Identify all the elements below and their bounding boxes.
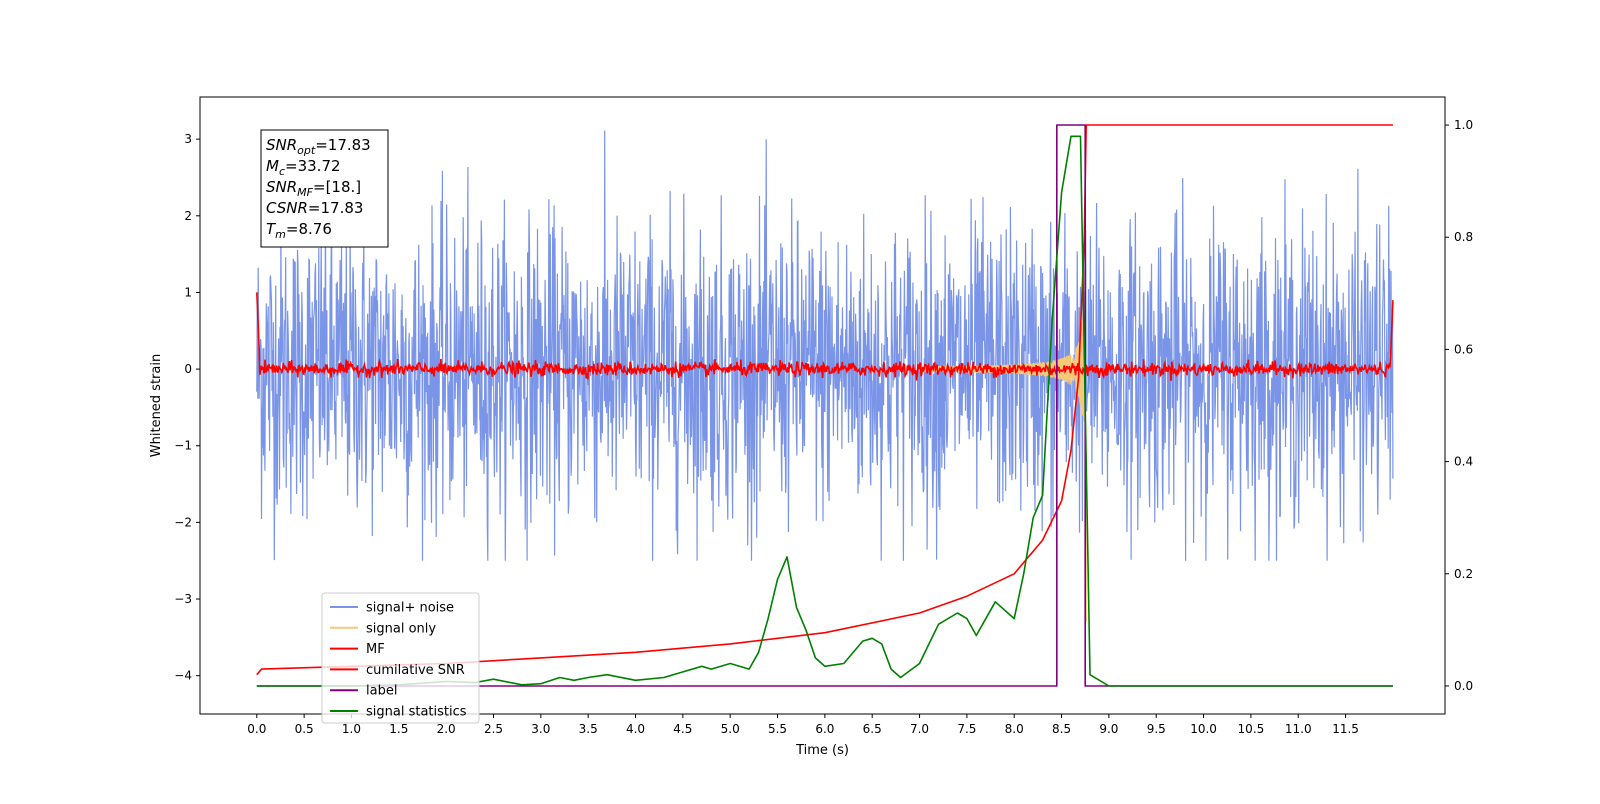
x-tick-label: 3.5	[579, 722, 598, 736]
annotation-mc-sub: c	[279, 165, 285, 178]
x-tick-label: 11.5	[1332, 722, 1359, 736]
y-axis-ticks: 3 2 1 0 −1 −2 −3 −4	[174, 132, 200, 683]
y2-tick-label: 0.8	[1454, 230, 1473, 244]
annotation-snr-mf-value: =[18.]	[313, 178, 361, 196]
annotation-snr-opt-base: SNR	[266, 136, 297, 154]
y-tick-label: −3	[174, 592, 192, 606]
y-tick-label: 1	[184, 285, 192, 299]
annotation-tm: Tm=8.76	[266, 220, 332, 241]
annotation-csnr: CSNR=17.83	[266, 199, 363, 217]
x-tick-label: 8.5	[1052, 722, 1071, 736]
y-axis-label: Whitened strain	[149, 354, 164, 457]
annotation-snr-opt: SNRopt=17.83	[266, 136, 371, 157]
y-tick-label: 0	[184, 362, 192, 376]
y2-tick-label: 0.0	[1454, 679, 1473, 693]
x-tick-label: 1.5	[389, 722, 408, 736]
annotation-csnr-base: CSNR	[266, 199, 308, 217]
legend-label: signal statistics	[366, 705, 467, 720]
annotation-mc: Mc=33.72	[266, 157, 341, 178]
series-signal-statistics-line	[256, 135, 1393, 687]
annotation-snr-mf: SNRMF=[18.]	[266, 178, 361, 199]
plot-frame	[199, 96, 1446, 715]
x-tick-label: 10.5	[1238, 722, 1265, 736]
legend-label: signal only	[366, 621, 436, 636]
legend: signal+ noise signal only MF cumilative SNR…	[321, 592, 480, 724]
x-tick-label: 3.0	[531, 722, 550, 736]
x-tick-label: 7.0	[910, 722, 929, 736]
x-tick-label: 10.0	[1190, 722, 1217, 736]
annotation-tm-value: =8.76	[286, 220, 332, 238]
y-tick-label: −4	[174, 669, 192, 683]
annotation-csnr-value: =17.83	[308, 199, 364, 217]
x-tick-label: 4.0	[626, 722, 645, 736]
annotation-mc-value: =33.72	[285, 157, 341, 175]
legend-label: MF	[366, 642, 385, 657]
annotation-snr-opt-sub: opt	[297, 144, 316, 157]
annotation-mc-base: M	[266, 157, 279, 175]
x-tick-label: 2.0	[437, 722, 456, 736]
annotation-snr-mf-sub: MF	[297, 186, 313, 199]
y2-tick-label: 0.2	[1454, 567, 1473, 581]
y-tick-label: 2	[184, 209, 192, 223]
x-tick-label: 5.5	[768, 722, 787, 736]
annotation-box: SNRopt=17.83 Mc=33.72 SNRMF=[18.] CSNR=1…	[260, 129, 389, 248]
x-tick-label: 6.0	[815, 722, 834, 736]
x-tick-label: 1.0	[342, 722, 361, 736]
annotation-tm-sub: m	[275, 228, 286, 241]
x-tick-label: 2.5	[484, 722, 503, 736]
x-tick-label: 7.5	[957, 722, 976, 736]
legend-label: signal+ noise	[366, 601, 454, 616]
legend-label: cumilative SNR	[366, 663, 465, 678]
x-axis-label: Time (s)	[795, 743, 849, 758]
x-tick-label: 0.5	[295, 722, 314, 736]
y2-tick-label: 0.6	[1454, 342, 1473, 356]
y-tick-label: 3	[184, 132, 192, 146]
x-tick-label: 8.0	[1005, 722, 1024, 736]
x-tick-label: 5.0	[721, 722, 740, 736]
legend-label: label	[366, 684, 397, 699]
annotation-tm-base: T	[266, 220, 277, 238]
noise-layer	[256, 130, 1394, 622]
y-tick-label: −2	[174, 515, 192, 529]
series-signal-noise-line	[256, 130, 1394, 561]
x-tick-label: 11.0	[1285, 722, 1312, 736]
y2-tick-label: 1.0	[1454, 118, 1473, 132]
x-axis-ticks: 0.0 0.5 1.0 1.5 2.0 2.5 3.0 3.5 4.0 4.5 5.0 5.5 6.0 6…	[247, 714, 1359, 736]
y2-tick-label: 0.4	[1454, 455, 1473, 469]
x-tick-label: 4.5	[673, 722, 692, 736]
series-mf-line	[256, 292, 1394, 381]
x-tick-label: 9.5	[1147, 722, 1166, 736]
x-tick-label: 0.0	[247, 722, 266, 736]
annotation-snr-mf-base: SNR	[266, 178, 297, 196]
annotation-frame	[260, 129, 389, 248]
y-tick-label: −1	[174, 439, 192, 453]
x-tick-label: 6.5	[863, 722, 882, 736]
annotation-snr-opt-value: =17.83	[315, 136, 371, 154]
y2-axis-ticks: 1.0 0.8 0.6 0.4 0.2 0.0	[1445, 118, 1473, 693]
legend-frame	[321, 592, 480, 724]
x-tick-label: 9.0	[1099, 722, 1118, 736]
